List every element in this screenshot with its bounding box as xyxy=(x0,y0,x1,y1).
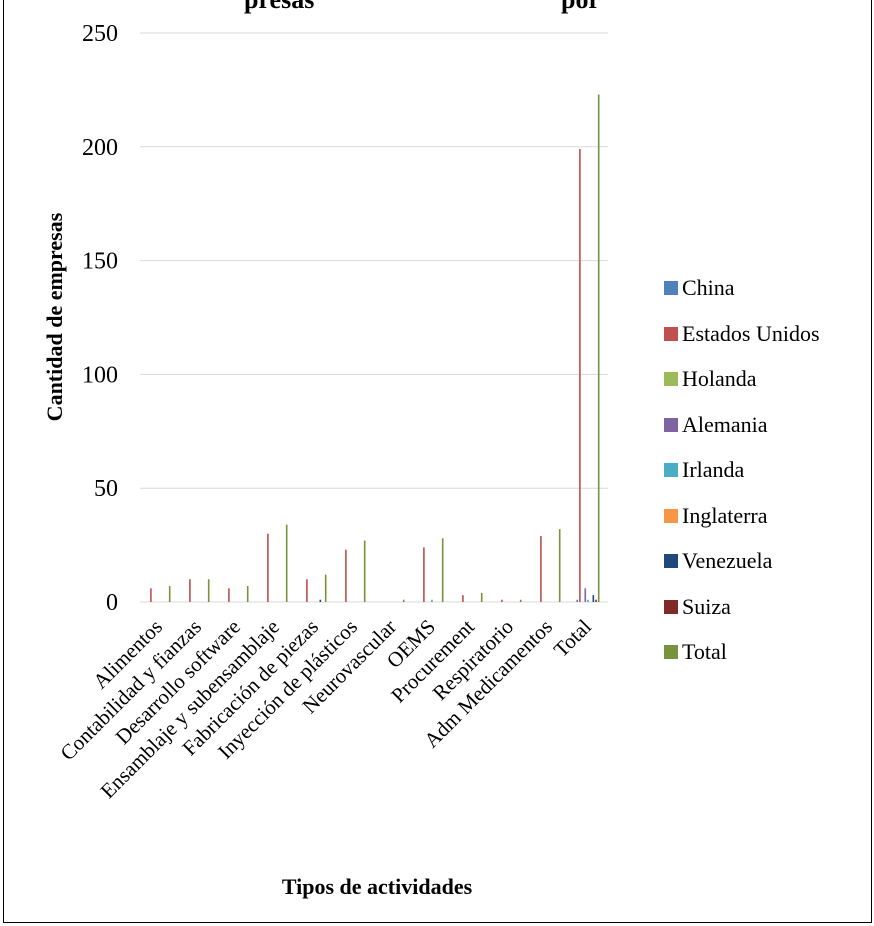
bar xyxy=(597,94,600,603)
legend-label: Total xyxy=(682,639,727,664)
y-tick-label: 200 xyxy=(82,135,118,161)
bar xyxy=(319,599,322,602)
bar xyxy=(431,599,433,602)
legend-swatch xyxy=(664,326,678,341)
y-tick-label: 250 xyxy=(82,21,118,47)
legend-label: Inglaterra xyxy=(682,502,768,528)
legend-item: Holanda xyxy=(664,366,757,391)
legend-label: Alemania xyxy=(682,411,768,437)
bar xyxy=(592,595,595,602)
bar xyxy=(423,547,425,602)
bar xyxy=(363,540,366,602)
legend-swatch xyxy=(664,599,678,614)
legend-swatch xyxy=(664,554,678,568)
legend-swatch xyxy=(664,508,678,523)
bar xyxy=(595,599,597,602)
y-tick-label: 50 xyxy=(94,476,118,502)
bar xyxy=(579,149,581,603)
legend-item: Total xyxy=(664,639,727,664)
legend-label: China xyxy=(682,275,735,300)
legend-label: Suiza xyxy=(682,593,731,619)
bar xyxy=(441,538,444,602)
bar xyxy=(285,524,288,602)
bar xyxy=(462,595,464,602)
bar xyxy=(228,588,230,602)
bar xyxy=(501,599,503,602)
bar xyxy=(306,579,308,602)
bar xyxy=(150,588,152,602)
bar xyxy=(168,586,171,602)
title-fragment-left: presas xyxy=(244,0,314,14)
bar xyxy=(324,574,327,602)
legend-item: Inglaterra xyxy=(664,502,768,528)
bar xyxy=(480,592,483,602)
legend-label: Holanda xyxy=(682,366,757,391)
bar xyxy=(540,535,542,602)
legend-swatch xyxy=(664,417,678,432)
legend-item: Alemania xyxy=(664,411,768,437)
legend-swatch xyxy=(664,645,678,659)
y-axis-title: Cantidad de empresas xyxy=(42,212,67,421)
legend-swatch xyxy=(664,281,678,295)
x-axis-title: Tipos de actividades xyxy=(282,874,473,899)
legend-swatch xyxy=(664,463,678,477)
legend-label: Venezuela xyxy=(682,548,773,573)
x-tick-label: Total xyxy=(549,614,596,661)
legend-label: Irlanda xyxy=(682,457,745,482)
chart-frame xyxy=(3,0,872,923)
bar xyxy=(519,599,522,602)
legend-item: Irlanda xyxy=(664,457,745,482)
legend-item: Estados Unidos xyxy=(664,320,820,346)
bar xyxy=(576,599,579,602)
bar xyxy=(207,579,210,602)
bar xyxy=(584,588,587,602)
title-fragment-right: por xyxy=(561,0,600,14)
legend-item: Suiza xyxy=(664,593,731,619)
bar xyxy=(402,599,405,602)
y-tick-label: 150 xyxy=(82,249,118,275)
bar xyxy=(587,599,589,602)
y-tick-label: 100 xyxy=(82,362,118,388)
y-tick-label: 0 xyxy=(106,590,118,616)
legend-swatch xyxy=(664,372,678,386)
bar xyxy=(267,533,269,602)
bar xyxy=(189,579,191,602)
legend-label: Estados Unidos xyxy=(682,320,820,346)
legend-item: China xyxy=(664,275,735,300)
bar xyxy=(558,529,561,602)
bar xyxy=(345,549,347,602)
legend-item: Venezuela xyxy=(664,548,773,573)
bar xyxy=(246,586,249,602)
